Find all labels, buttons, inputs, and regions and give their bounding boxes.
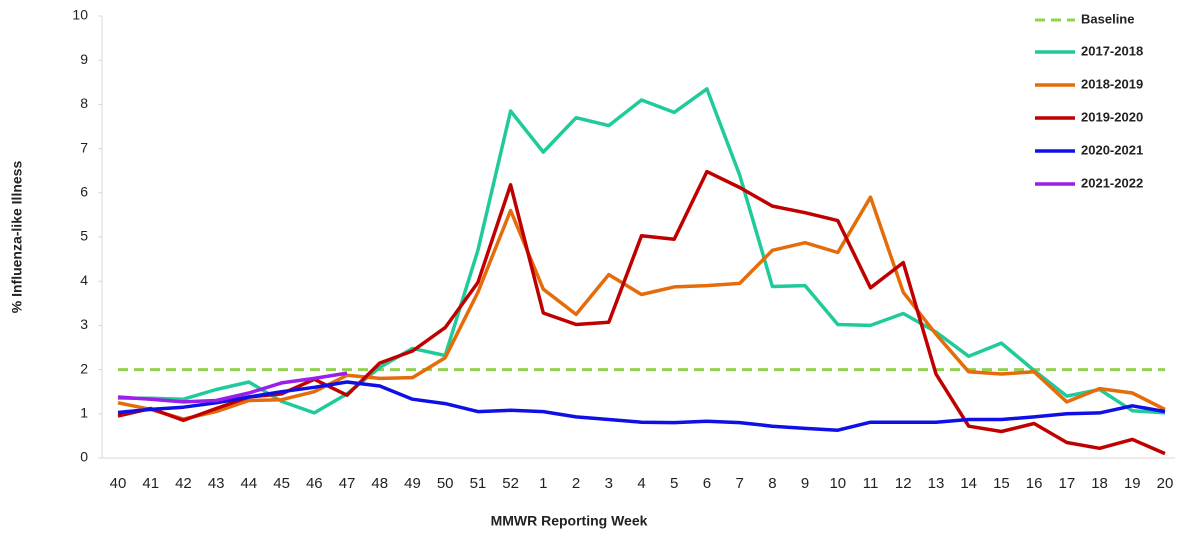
y-tick-label: 2 [80,360,88,376]
x-tick-label: 3 [605,475,613,492]
legend-label: 2019-2020 [1081,109,1143,124]
series-line [117,195,1166,421]
legend-label: 2021-2022 [1081,175,1143,190]
x-tick-label: 46 [306,475,323,492]
legend-label: Baseline [1081,11,1134,26]
x-axis-label: MMWR Reporting Week [491,513,648,529]
x-tick-label: 20 [1157,475,1174,492]
x-tick-label: 17 [1059,475,1076,492]
x-tick-label: 19 [1124,475,1141,492]
y-axis-label: % Influenza-like Illness [9,161,25,314]
x-tick-label: 2 [572,475,580,492]
x-tick-label: 52 [502,475,519,492]
x-tick-label: 1 [539,475,547,492]
legend-label: 2018-2019 [1081,76,1143,91]
x-tick-label: 11 [863,475,879,492]
x-tick-label: 9 [801,475,809,492]
x-tick-label: 47 [339,475,356,492]
x-tick-label: 5 [670,475,678,492]
y-tick-label: 8 [80,95,88,111]
x-tick-label: 40 [110,475,127,492]
y-tick-label: 3 [80,316,88,332]
x-tick-label: 48 [371,475,388,492]
x-tick-label: 13 [928,475,945,492]
x-tick-label: 7 [735,475,743,492]
x-tick-label: 43 [208,475,225,492]
y-tick-label: 1 [80,405,88,421]
x-tick-label: 14 [960,475,977,492]
x-tick-label: 4 [637,475,645,492]
x-tick-label: 12 [895,475,912,492]
y-tick-label: 7 [80,139,88,155]
x-tick-label: 18 [1091,475,1108,492]
legend-label: 2017-2018 [1081,43,1143,58]
y-tick-label: 10 [72,7,88,23]
x-tick-label: 42 [175,475,192,492]
x-tick-label: 49 [404,475,421,492]
series-line [117,169,1166,456]
series-line [117,371,348,404]
series-line [118,87,1166,415]
y-tick-label: 4 [80,272,88,288]
x-tick-label: 15 [993,475,1010,492]
x-tick-label: 50 [437,475,454,492]
x-tick-label: 10 [829,475,846,492]
legend-label: 2020-2021 [1081,142,1143,157]
y-tick-label: 5 [80,228,88,244]
x-tick-label: 41 [142,475,159,492]
y-tick-label: 9 [80,51,88,67]
x-tick-label: 6 [703,475,711,492]
x-tick-label: 51 [470,475,487,492]
series-line [117,380,1166,432]
x-tick-label: 44 [241,475,258,492]
y-tick-label: 6 [80,184,88,200]
x-tick-label: 45 [273,475,290,492]
x-tick-label: 8 [768,475,776,492]
y-tick-label: 0 [80,449,88,465]
x-tick-label: 16 [1026,475,1043,492]
